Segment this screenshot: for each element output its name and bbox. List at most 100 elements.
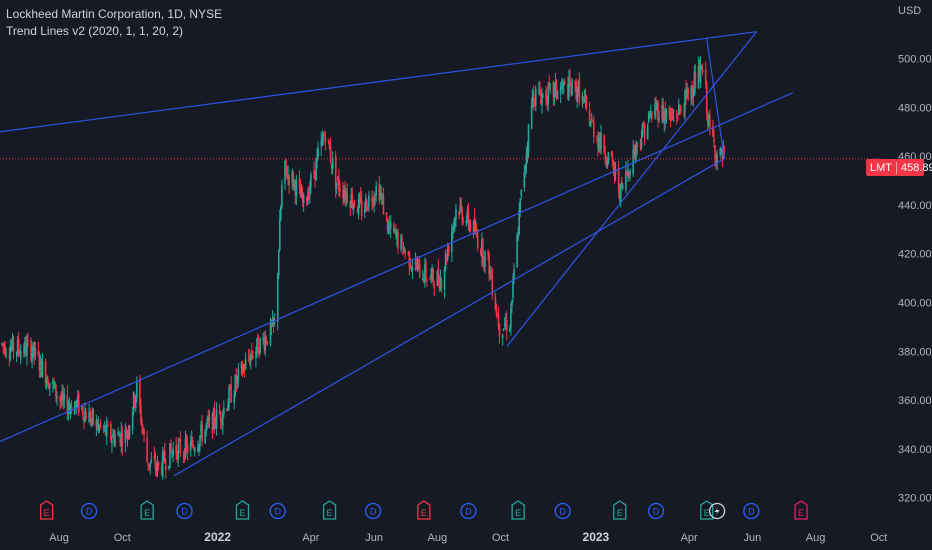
dividend-marker[interactable]: D [80,502,98,520]
candle [106,420,109,428]
candle [400,233,402,253]
earnings-marker[interactable]: E [613,500,627,520]
candle-body [576,94,579,102]
candle-body [563,81,566,83]
earnings-marker[interactable]: E [794,500,808,520]
candle-body [501,334,504,339]
candle [67,400,70,421]
candle-body [262,337,265,340]
candle [588,101,591,126]
candle [198,443,200,457]
candle-body [183,451,186,460]
candle [132,391,135,416]
candle-body [627,169,629,176]
svg-text:E: E [617,508,623,518]
candle-body [273,322,276,324]
candle [424,257,426,288]
candle [655,96,657,120]
candle-body [453,222,455,228]
candle-body [175,445,177,454]
candle [694,63,697,94]
candle [205,423,208,437]
candle-body [54,381,56,389]
candle [697,56,700,89]
indicator-title[interactable]: Trend Lines v2 (2020, 1, 1, 20, 2) [6,24,183,38]
dividend-marker[interactable]: D [460,502,477,520]
trend-line[interactable] [506,31,757,347]
trend-line[interactable] [0,31,757,133]
candle [432,267,434,286]
trend-line[interactable] [706,38,725,159]
candle-body [327,139,330,141]
earnings-marker[interactable]: E [39,500,54,520]
dividend-marker[interactable]: D [743,502,760,520]
candle-body [693,73,696,96]
candle [453,218,455,234]
earnings-marker[interactable]: E [322,500,337,520]
earnings-marker[interactable]: E [140,500,154,520]
candle-body [685,87,687,97]
trend-line[interactable] [0,92,794,443]
candle [626,171,628,176]
dividend-marker[interactable]: D [176,502,193,520]
candle-body [314,170,316,179]
candle-body [339,188,341,192]
candle [30,337,32,363]
candle-body [170,445,172,452]
symbol-title[interactable]: Lockheed Martin Corporation, 1D, NYSE [6,7,223,21]
earnings-marker[interactable]: E [417,500,431,520]
candle [440,277,443,293]
candle-body [596,138,598,140]
candle-body [127,431,130,433]
candle-body [131,411,134,430]
candle [416,255,419,273]
candle-body [240,363,243,368]
trend-line[interactable] [173,158,725,477]
candle [527,123,530,158]
candle [46,375,49,386]
dividend-marker[interactable]: D [364,502,382,520]
candle [541,87,543,115]
split-marker[interactable] [708,502,726,520]
candle [690,84,693,106]
dividend-marker[interactable]: D [554,502,571,520]
earnings-marker[interactable]: E [235,500,250,520]
dividend-marker[interactable]: D [647,502,665,520]
candle-body [632,149,634,175]
candle-body [252,354,254,358]
candle [54,381,56,390]
time-axis[interactable]: Aug Oct 2022 Apr Jun Aug Oct 2023 Apr Jun Aug Oct [49,530,887,544]
candle-body [140,406,142,423]
candle [562,80,565,94]
candle-body [465,220,468,224]
candle [89,408,91,426]
earnings-marker[interactable]: E [700,500,714,520]
candle [199,434,201,452]
candle [473,207,476,235]
svg-text:E: E [515,508,521,518]
dividend-marker[interactable]: D [269,502,286,520]
candle [491,267,494,300]
candle-body [277,250,280,276]
currency-label[interactable]: USD [898,5,922,17]
candle [640,129,643,151]
candle [59,395,61,410]
candle [672,109,675,122]
candle-body [157,462,160,466]
price-axis[interactable]: 320.00 340.00 360.00 380.00 400.00 420.00 440.… [898,54,932,505]
candle [346,183,348,205]
candle-body [403,249,405,252]
candle [2,342,4,354]
earnings-marker[interactable]: E [511,500,525,520]
candle-body [715,159,717,162]
candle [288,174,290,195]
candle-body [45,378,48,387]
candle-body [518,210,520,235]
candle-body [392,224,395,233]
candle [403,245,405,254]
candle [259,337,261,356]
candle [607,151,610,165]
candle-body [466,210,469,218]
price-tick-label: 480.00 [898,102,932,114]
